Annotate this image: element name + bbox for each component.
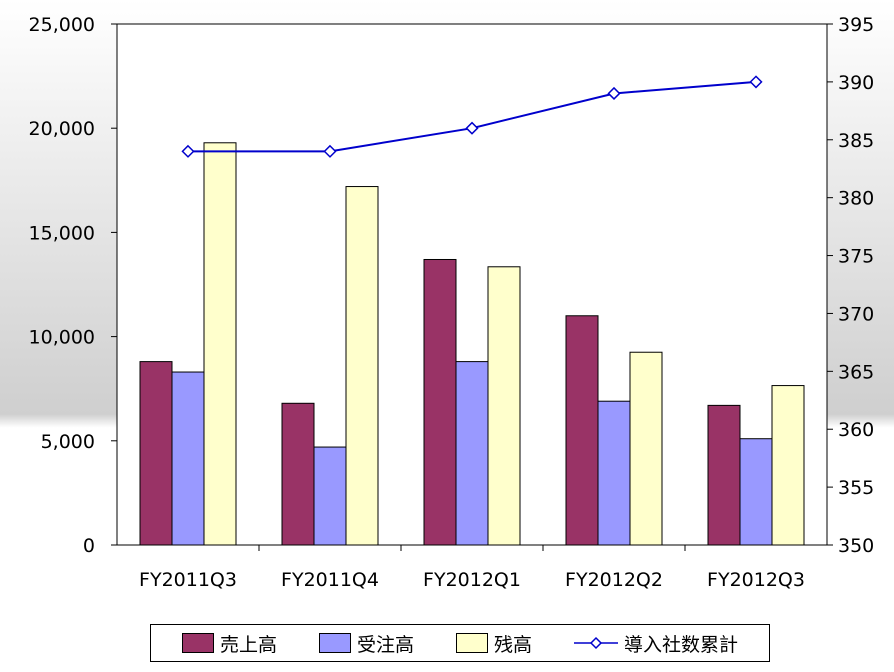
y-left-tick-label: 10,000 — [29, 327, 95, 349]
legend-swatch-backlog — [455, 633, 488, 653]
y-right-tick-label: 390 — [838, 72, 874, 94]
y-right-tick-label: 365 — [838, 361, 874, 383]
y-right-tick-label: 370 — [838, 303, 874, 325]
y-right-tick-label: 350 — [838, 535, 874, 557]
x-tick-label: FY2012Q1 — [423, 569, 521, 591]
y-right-tick-label: 395 — [838, 14, 874, 36]
line-point-FY2012Q3 — [749, 75, 763, 89]
legend-item-sales: 売上高 — [181, 630, 277, 657]
legend-item-backlog: 残高 — [455, 630, 532, 657]
y-right-tick-label: 385 — [838, 130, 874, 152]
bar-1-FY2012Q3 — [707, 404, 741, 546]
y-left-tick-label: 15,000 — [29, 222, 95, 244]
legend-label-backlog: 残高 — [493, 633, 532, 656]
line-point-FY2012Q1 — [465, 121, 479, 135]
line-point-FY2012Q2 — [607, 86, 621, 101]
bar-3-FY2012Q1 — [487, 266, 521, 546]
line-point-FY2011Q3 — [181, 144, 195, 158]
bar-2-FY2011Q3 — [171, 371, 205, 546]
legend-swatch-customers — [573, 636, 618, 650]
bar-3-FY2011Q3 — [203, 142, 237, 546]
y-right-tick-label: 355 — [838, 477, 874, 499]
bar-3-FY2012Q2 — [629, 351, 663, 546]
legend-label-customers: 導入社数累計 — [623, 633, 738, 656]
bar-1-FY2011Q3 — [139, 361, 173, 546]
bar-1-FY2012Q1 — [423, 258, 457, 546]
bar-1-FY2012Q2 — [565, 315, 599, 546]
bar-2-FY2012Q3 — [739, 438, 773, 546]
legend-item-orders: 受注高 — [318, 630, 414, 657]
legend-label-sales: 売上高 — [219, 633, 277, 656]
y-left-tick-label: 5,000 — [41, 431, 95, 453]
legend-swatch-sales — [181, 633, 214, 653]
y-left-tick-label: 0 — [83, 535, 95, 557]
x-tick-label: FY2012Q2 — [565, 569, 663, 591]
legend: 売上高 受注高 残高 導入社数累計 — [150, 624, 770, 662]
y-right-tick-label: 375 — [838, 246, 874, 268]
bar-2-FY2011Q4 — [313, 446, 347, 546]
bar-3-FY2012Q3 — [771, 385, 805, 546]
x-tick-label: FY2012Q3 — [707, 569, 805, 591]
bar-2-FY2012Q1 — [455, 361, 489, 546]
bar-3-FY2011Q4 — [345, 186, 379, 546]
x-tick-label: FY2011Q3 — [139, 569, 237, 591]
y-right-tick-label: 380 — [838, 188, 874, 210]
legend-swatch-orders — [318, 633, 351, 653]
line-point-FY2011Q4 — [323, 144, 337, 158]
legend-item-customers: 導入社数累計 — [573, 630, 738, 657]
bar-2-FY2012Q2 — [597, 400, 631, 546]
y-left-tick-label: 20,000 — [29, 118, 95, 140]
x-tick-label: FY2011Q4 — [281, 569, 379, 591]
y-left-tick-label: 25,000 — [29, 14, 95, 36]
legend-label-orders: 受注高 — [356, 633, 414, 656]
y-right-tick-label: 360 — [838, 419, 874, 441]
bar-1-FY2011Q4 — [281, 402, 315, 546]
